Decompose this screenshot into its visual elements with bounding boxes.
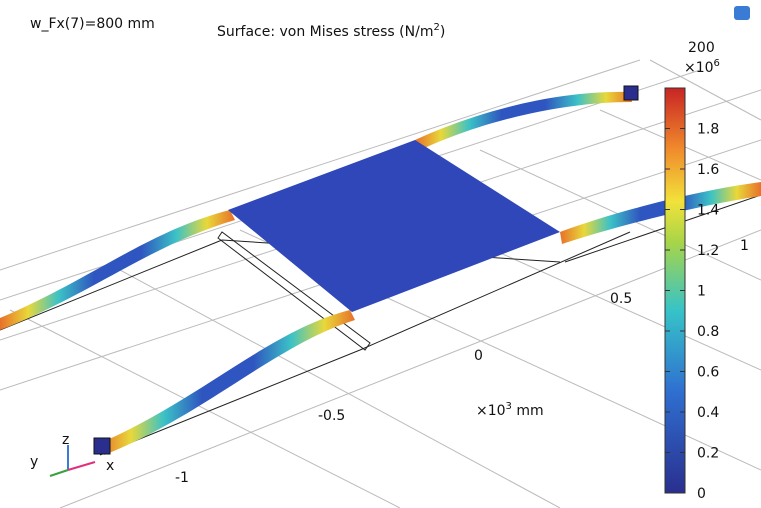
colorbar-top-label: 200 xyxy=(688,40,715,56)
logo xyxy=(734,6,750,20)
viewport: w_Fx(7)=800 mm Surface: von Mises stress… xyxy=(0,0,761,508)
triad-label: x xyxy=(106,458,114,474)
support xyxy=(624,86,638,100)
colorbar-tick-label: 1 xyxy=(697,284,706,300)
parameter: w_Fx(7)=800 mm xyxy=(30,16,155,32)
colorbar-tick-label: 0 xyxy=(697,486,706,502)
support xyxy=(94,438,110,454)
axis-unit: ×103 mm xyxy=(476,401,544,419)
colorbar-tick-label: 1.4 xyxy=(697,203,719,219)
triad-label: z xyxy=(62,432,69,448)
colorbar-tick-label: 0.4 xyxy=(697,405,719,421)
colorbar-tick-label: 1.8 xyxy=(697,122,719,138)
colorbar-tick-label: 1.6 xyxy=(697,162,719,178)
triad-label: y xyxy=(30,454,38,470)
plot-title: Surface: von Mises stress (N/m2) xyxy=(217,22,445,40)
colorbar-tick-label: 0.2 xyxy=(697,446,719,462)
colorbar-tick-label: 0.6 xyxy=(697,365,719,381)
colorbar-tick-label: 0.8 xyxy=(697,324,719,340)
colorbar-tick-label: 1.2 xyxy=(697,243,719,259)
axis-tick-label: -0.5 xyxy=(318,408,345,424)
axis-tick-label: 0 xyxy=(474,348,483,364)
colorbar-multiplier: ×106 xyxy=(684,58,720,76)
axis-tick-label: 1 xyxy=(740,238,749,254)
axis-tick-label: -1 xyxy=(175,470,189,486)
plate xyxy=(228,140,560,312)
axis-tick-label: 0.5 xyxy=(610,291,632,307)
